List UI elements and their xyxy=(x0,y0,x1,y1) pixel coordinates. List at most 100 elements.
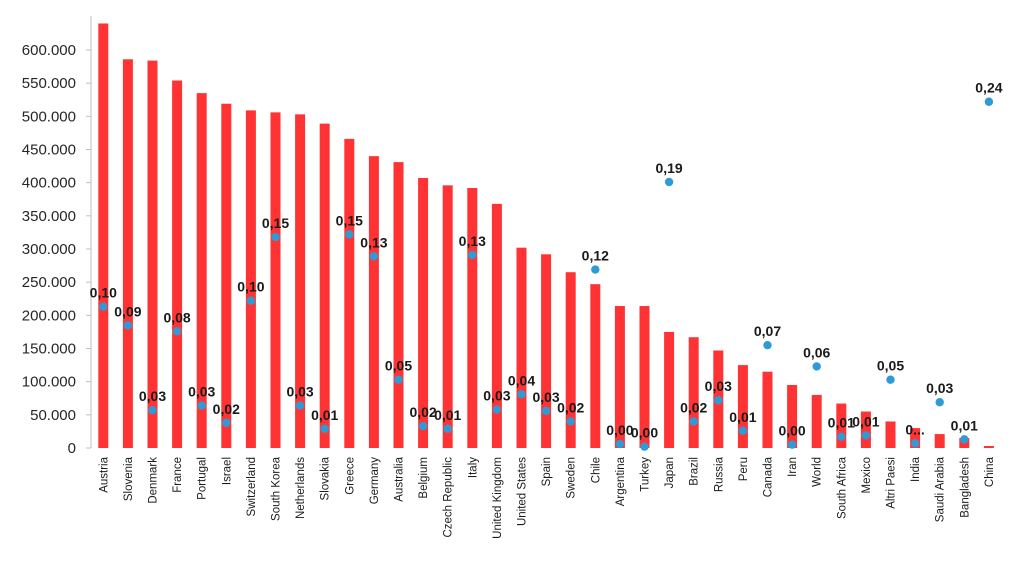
point-label: 0,01 xyxy=(951,417,978,433)
category-label: Netherlands xyxy=(295,457,307,519)
point-label: 0,01 xyxy=(852,413,879,429)
category-label: Sweden xyxy=(566,457,578,499)
point-label: 0,03 xyxy=(188,384,215,400)
bar xyxy=(516,247,527,448)
data-point xyxy=(640,442,649,451)
y-tick-label: 150.000 xyxy=(22,341,76,358)
data-point xyxy=(984,97,994,106)
x-axis-labels: Austria Slovenia Denmark France Portugal Isra… xyxy=(98,456,996,538)
data-point xyxy=(492,405,502,414)
bar xyxy=(245,110,256,448)
category-label: Argentina xyxy=(615,456,627,506)
data-point xyxy=(345,230,354,239)
bar xyxy=(787,384,798,448)
bar xyxy=(565,272,576,448)
point-label: 0,01 xyxy=(434,407,461,423)
category-label: Slovakia xyxy=(320,456,332,500)
point-label: 0,19 xyxy=(655,160,682,176)
bar xyxy=(885,421,896,448)
data-point xyxy=(664,177,674,187)
category-label: Saudi Arabia xyxy=(935,456,947,522)
point-label: 0... xyxy=(905,421,924,437)
bar xyxy=(541,254,552,448)
data-point xyxy=(541,406,551,416)
bar xyxy=(418,178,429,449)
category-label: World xyxy=(812,457,824,487)
bar xyxy=(762,371,773,448)
point-label: 0,06 xyxy=(803,344,830,360)
category-label: Italy xyxy=(467,457,479,478)
y-tick-label: 0 xyxy=(68,440,76,457)
point-label: 0,10 xyxy=(90,285,117,301)
bar xyxy=(196,93,207,448)
point-label: 0,01 xyxy=(729,409,756,425)
data-point xyxy=(566,417,575,426)
bar xyxy=(934,434,945,448)
y-tick-label: 600.000 xyxy=(22,42,76,59)
data-point xyxy=(787,440,797,449)
category-label: Turkey xyxy=(640,457,652,492)
data-point xyxy=(763,340,772,350)
category-label: United Kingdom xyxy=(492,457,504,539)
category-label: Czech Republic xyxy=(443,457,455,538)
y-tick-label: 50.000 xyxy=(30,407,76,424)
bar xyxy=(295,114,306,449)
data-point xyxy=(369,252,379,261)
category-label: Iran xyxy=(787,457,799,477)
data-point xyxy=(517,390,526,399)
data-point xyxy=(123,321,133,330)
bar xyxy=(983,446,994,448)
category-label: China xyxy=(984,456,996,487)
category-label: Belgium xyxy=(418,457,430,499)
data-point xyxy=(394,375,403,384)
category-label: Mexico xyxy=(861,457,873,493)
bar xyxy=(836,403,847,448)
y-tick-label: 100.000 xyxy=(22,374,76,391)
point-label: 0,02 xyxy=(557,399,584,415)
category-label: Portugal xyxy=(197,457,209,500)
bar xyxy=(122,59,133,448)
point-label: 0,10 xyxy=(237,279,264,295)
data-point xyxy=(714,396,723,405)
category-label: India xyxy=(910,456,922,482)
point-label: 0,12 xyxy=(582,248,609,264)
point-label: 0,03 xyxy=(139,388,166,404)
bar xyxy=(860,411,871,448)
point-series xyxy=(99,97,994,451)
point-labels: 0,100,090,030,080,030,020,100,150,030,01… xyxy=(90,80,1003,441)
point-label: 0,24 xyxy=(975,80,1002,96)
data-point xyxy=(738,426,748,435)
bar xyxy=(590,284,601,448)
category-label: Chile xyxy=(590,457,602,483)
category-label: Australia xyxy=(394,456,406,501)
bar xyxy=(467,187,478,448)
point-label: 0,15 xyxy=(336,212,363,228)
point-label: 0,04 xyxy=(508,372,535,388)
data-point xyxy=(615,439,625,449)
y-tick-label: 200.000 xyxy=(22,307,76,324)
category-label: Brazil xyxy=(689,457,701,486)
data-point xyxy=(812,362,821,371)
point-label: 0,00 xyxy=(778,423,805,439)
data-point xyxy=(689,417,698,426)
point-label: 0,03 xyxy=(705,378,732,394)
data-point xyxy=(861,431,871,440)
data-point xyxy=(468,250,477,260)
bar xyxy=(688,337,699,448)
bar xyxy=(172,80,183,448)
y-tick-label: 400.000 xyxy=(22,175,76,192)
bar xyxy=(491,203,502,448)
data-point xyxy=(960,435,969,444)
category-label: Altri Paesi xyxy=(886,457,898,509)
category-label: Denmark xyxy=(148,457,160,504)
bar xyxy=(221,103,232,448)
data-point xyxy=(320,424,329,433)
category-label: Greece xyxy=(344,457,356,495)
bar xyxy=(639,306,650,448)
point-label: 0,03 xyxy=(926,380,953,396)
category-label: France xyxy=(172,457,184,493)
data-point xyxy=(148,405,157,415)
y-axis: 0 50.000 100.000 150.000 200.000 250.000 300.0… xyxy=(22,16,92,457)
data-point xyxy=(172,327,182,336)
category-label: Canada xyxy=(763,456,775,497)
